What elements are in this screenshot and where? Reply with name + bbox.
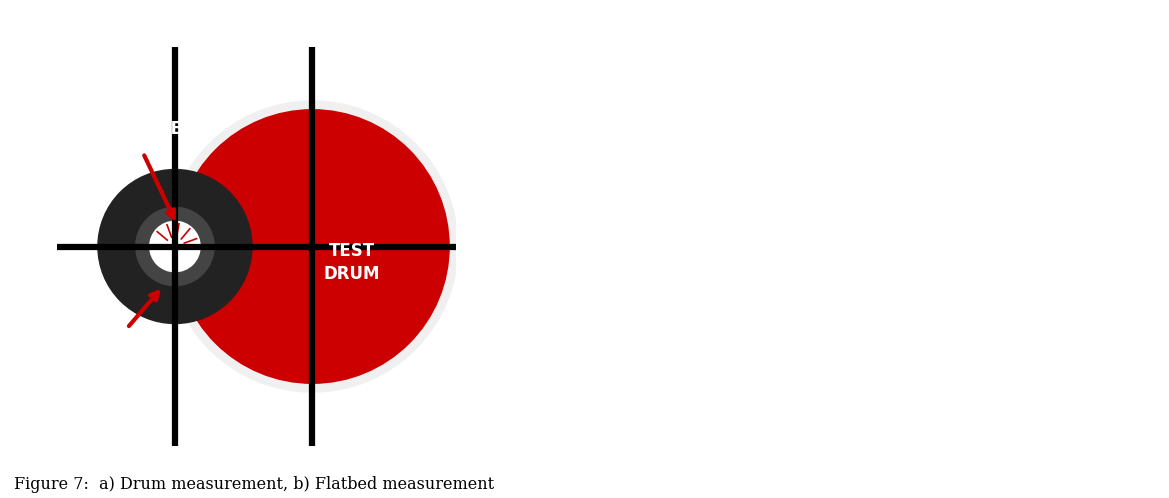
Text: FIXED AXLE: FIXED AXLE xyxy=(74,120,182,138)
Circle shape xyxy=(136,207,215,286)
Text: TIRE: TIRE xyxy=(74,363,115,381)
Circle shape xyxy=(166,100,458,393)
Circle shape xyxy=(148,221,201,272)
Text: Figure 7:  a) Drum measurement, b) Flatbed measurement: Figure 7: a) Drum measurement, b) Flatbe… xyxy=(14,476,494,493)
Text: TEST
DRUM: TEST DRUM xyxy=(324,243,380,282)
Circle shape xyxy=(97,169,253,324)
Circle shape xyxy=(175,109,450,384)
